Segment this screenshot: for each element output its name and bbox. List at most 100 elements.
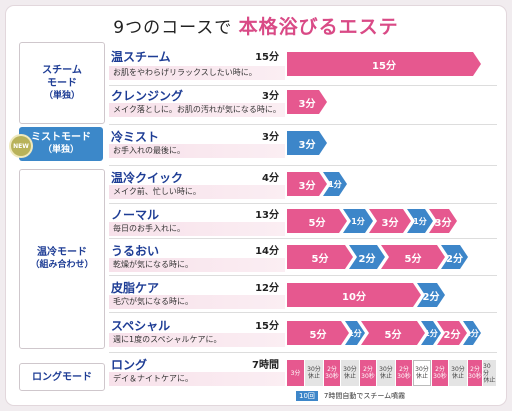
course-name: うるおい (111, 244, 160, 258)
segment-time: 30分 (307, 366, 321, 373)
segment-time: 2分 (363, 366, 373, 373)
long-segment: 2分 30秒 (432, 360, 448, 386)
course-duration: 14分 (255, 246, 279, 257)
course-duration: 3分 (262, 132, 279, 143)
course-description: デイ＆ナイトケアに。 (109, 372, 285, 386)
mist-bar: 1分 (345, 321, 365, 345)
row-divider (109, 238, 497, 239)
course-duration: 3分 (262, 91, 279, 102)
course-duration: 15分 (255, 321, 279, 332)
segment-sub: 30秒 (325, 373, 339, 380)
row-divider (109, 165, 497, 166)
segment-time: 2分 (399, 366, 409, 373)
mist-bar: 1分 (463, 321, 481, 345)
course-description: お手入れの最後に。 (109, 144, 285, 158)
course-duration: 13分 (255, 210, 279, 221)
long-segment: 2分 30秒 (360, 360, 376, 386)
steam-mode-label-2: モード (47, 77, 77, 89)
segment-time: 2分 (435, 366, 445, 373)
course-name: 冷ミスト (111, 130, 160, 144)
long-note-chip: 10回 (296, 391, 318, 401)
course-description: メイク前、忙しい時に。 (109, 185, 285, 199)
course-name: 皮脂ケア (111, 281, 160, 295)
segment-time: 3分 (290, 369, 301, 377)
segment-sub: 休止 (415, 373, 428, 380)
segment-time: 2分 (327, 366, 337, 373)
page-title: 9つのコースで 本格浴びるエステ (0, 12, 512, 39)
segment-time: 30分 (415, 366, 429, 373)
steam-bar: 15分 (287, 52, 481, 76)
steam-bar: 5分 (287, 209, 347, 233)
long-segment: 2分 30秒 (396, 360, 412, 386)
segment-sub: 30秒 (361, 373, 375, 380)
long-segment: 30分 休止 (449, 360, 467, 386)
long-segment: 3分 (287, 360, 304, 386)
long-segment: 30分 休止 (413, 360, 431, 386)
combo-mode-box: 温冷モード （組み合わせ） (19, 169, 105, 349)
row-divider (109, 203, 497, 204)
long-segment: 2分 30秒 (468, 360, 482, 386)
mist-mode-box: ミストモード （単独） (19, 127, 103, 161)
segment-sub: 休止 (483, 376, 496, 384)
segment-time: 30分 (451, 366, 465, 373)
new-badge: NEW (11, 136, 31, 156)
row-divider (109, 352, 497, 353)
course-duration: 4分 (262, 173, 279, 184)
steam-bar: 5分 (287, 321, 349, 345)
segment-time: 30分 (343, 366, 357, 373)
segment-sub: 30秒 (468, 373, 482, 380)
long-mode-box: ロングモード (19, 363, 105, 391)
steam-bar: 5分 (361, 321, 425, 345)
row-divider (109, 275, 497, 276)
segment-time: 30分 (379, 366, 393, 373)
long-segment: 30分 休止 (341, 360, 359, 386)
long-segment: 30分 休止 (483, 360, 496, 386)
course-duration: 15分 (255, 52, 279, 63)
course-name: 温冷クイック (111, 171, 184, 185)
steam-bar: 3分 (287, 90, 327, 114)
row-divider (109, 124, 497, 125)
segment-sub: 休止 (379, 373, 392, 380)
course-description: 週に1度のスペシャルケアに。 (109, 333, 285, 347)
mist-mode-label: ミストモード (31, 132, 91, 143)
mist-bar: 3分 (287, 131, 327, 155)
segment-time: 2分 (470, 366, 480, 373)
course-description: 毎日のお手入れに。 (109, 222, 285, 236)
segment-sub: 30秒 (397, 373, 411, 380)
segment-sub: 休止 (307, 373, 320, 380)
course-description: 乾燥が気になる時に。 (109, 258, 285, 272)
combo-mode-label: 温冷モード (37, 247, 87, 258)
long-note-text: 7時間自動でスチーム噴霧 (323, 392, 406, 400)
steam-bar: 3分 (287, 172, 327, 196)
segment-sub: 休止 (343, 373, 356, 380)
mist-mode-sub: （単独） (42, 145, 79, 155)
segment-sub: 休止 (451, 373, 464, 380)
steam-bar: 10分 (287, 283, 421, 307)
row-divider (109, 312, 497, 313)
segment-sub: 30秒 (433, 373, 447, 380)
steam-mode-sub: （単独） (43, 90, 80, 101)
course-name: ノーマル (111, 208, 160, 222)
title-accent: 本格浴びるエステ (238, 16, 399, 38)
course-description: お肌をやわらげリラックスしたい時に。 (109, 66, 285, 80)
course-name: スペシャル (111, 319, 171, 333)
steam-mode-box: スチーム モード （単独） (19, 42, 105, 124)
segment-time: 30分 (483, 362, 491, 377)
mist-bar: 2分 (349, 245, 385, 269)
course-name: クレンジング (111, 89, 184, 103)
title-prefix: 9つのコースで (113, 18, 239, 38)
long-note: 10回 7時間自動でスチーム噴霧 (296, 391, 405, 401)
course-name: ロング (111, 358, 148, 372)
long-segment: 30分 休止 (305, 360, 323, 386)
long-mode-label: ロングモード (32, 371, 92, 383)
long-segment: 30分 休止 (377, 360, 395, 386)
course-description: メイク落としに。お肌の汚れが気になる時に。 (109, 103, 285, 117)
course-description: 毛穴が気になる時に。 (109, 295, 285, 309)
mist-bar: 1分 (421, 321, 441, 345)
course-duration: 7時間 (252, 360, 279, 371)
steam-bar: 5分 (287, 245, 353, 269)
combo-mode-sub: （組み合わせ） (30, 260, 94, 270)
long-segment: 2分 30秒 (324, 360, 340, 386)
course-duration: 12分 (255, 283, 279, 294)
steam-bar: 5分 (381, 245, 445, 269)
